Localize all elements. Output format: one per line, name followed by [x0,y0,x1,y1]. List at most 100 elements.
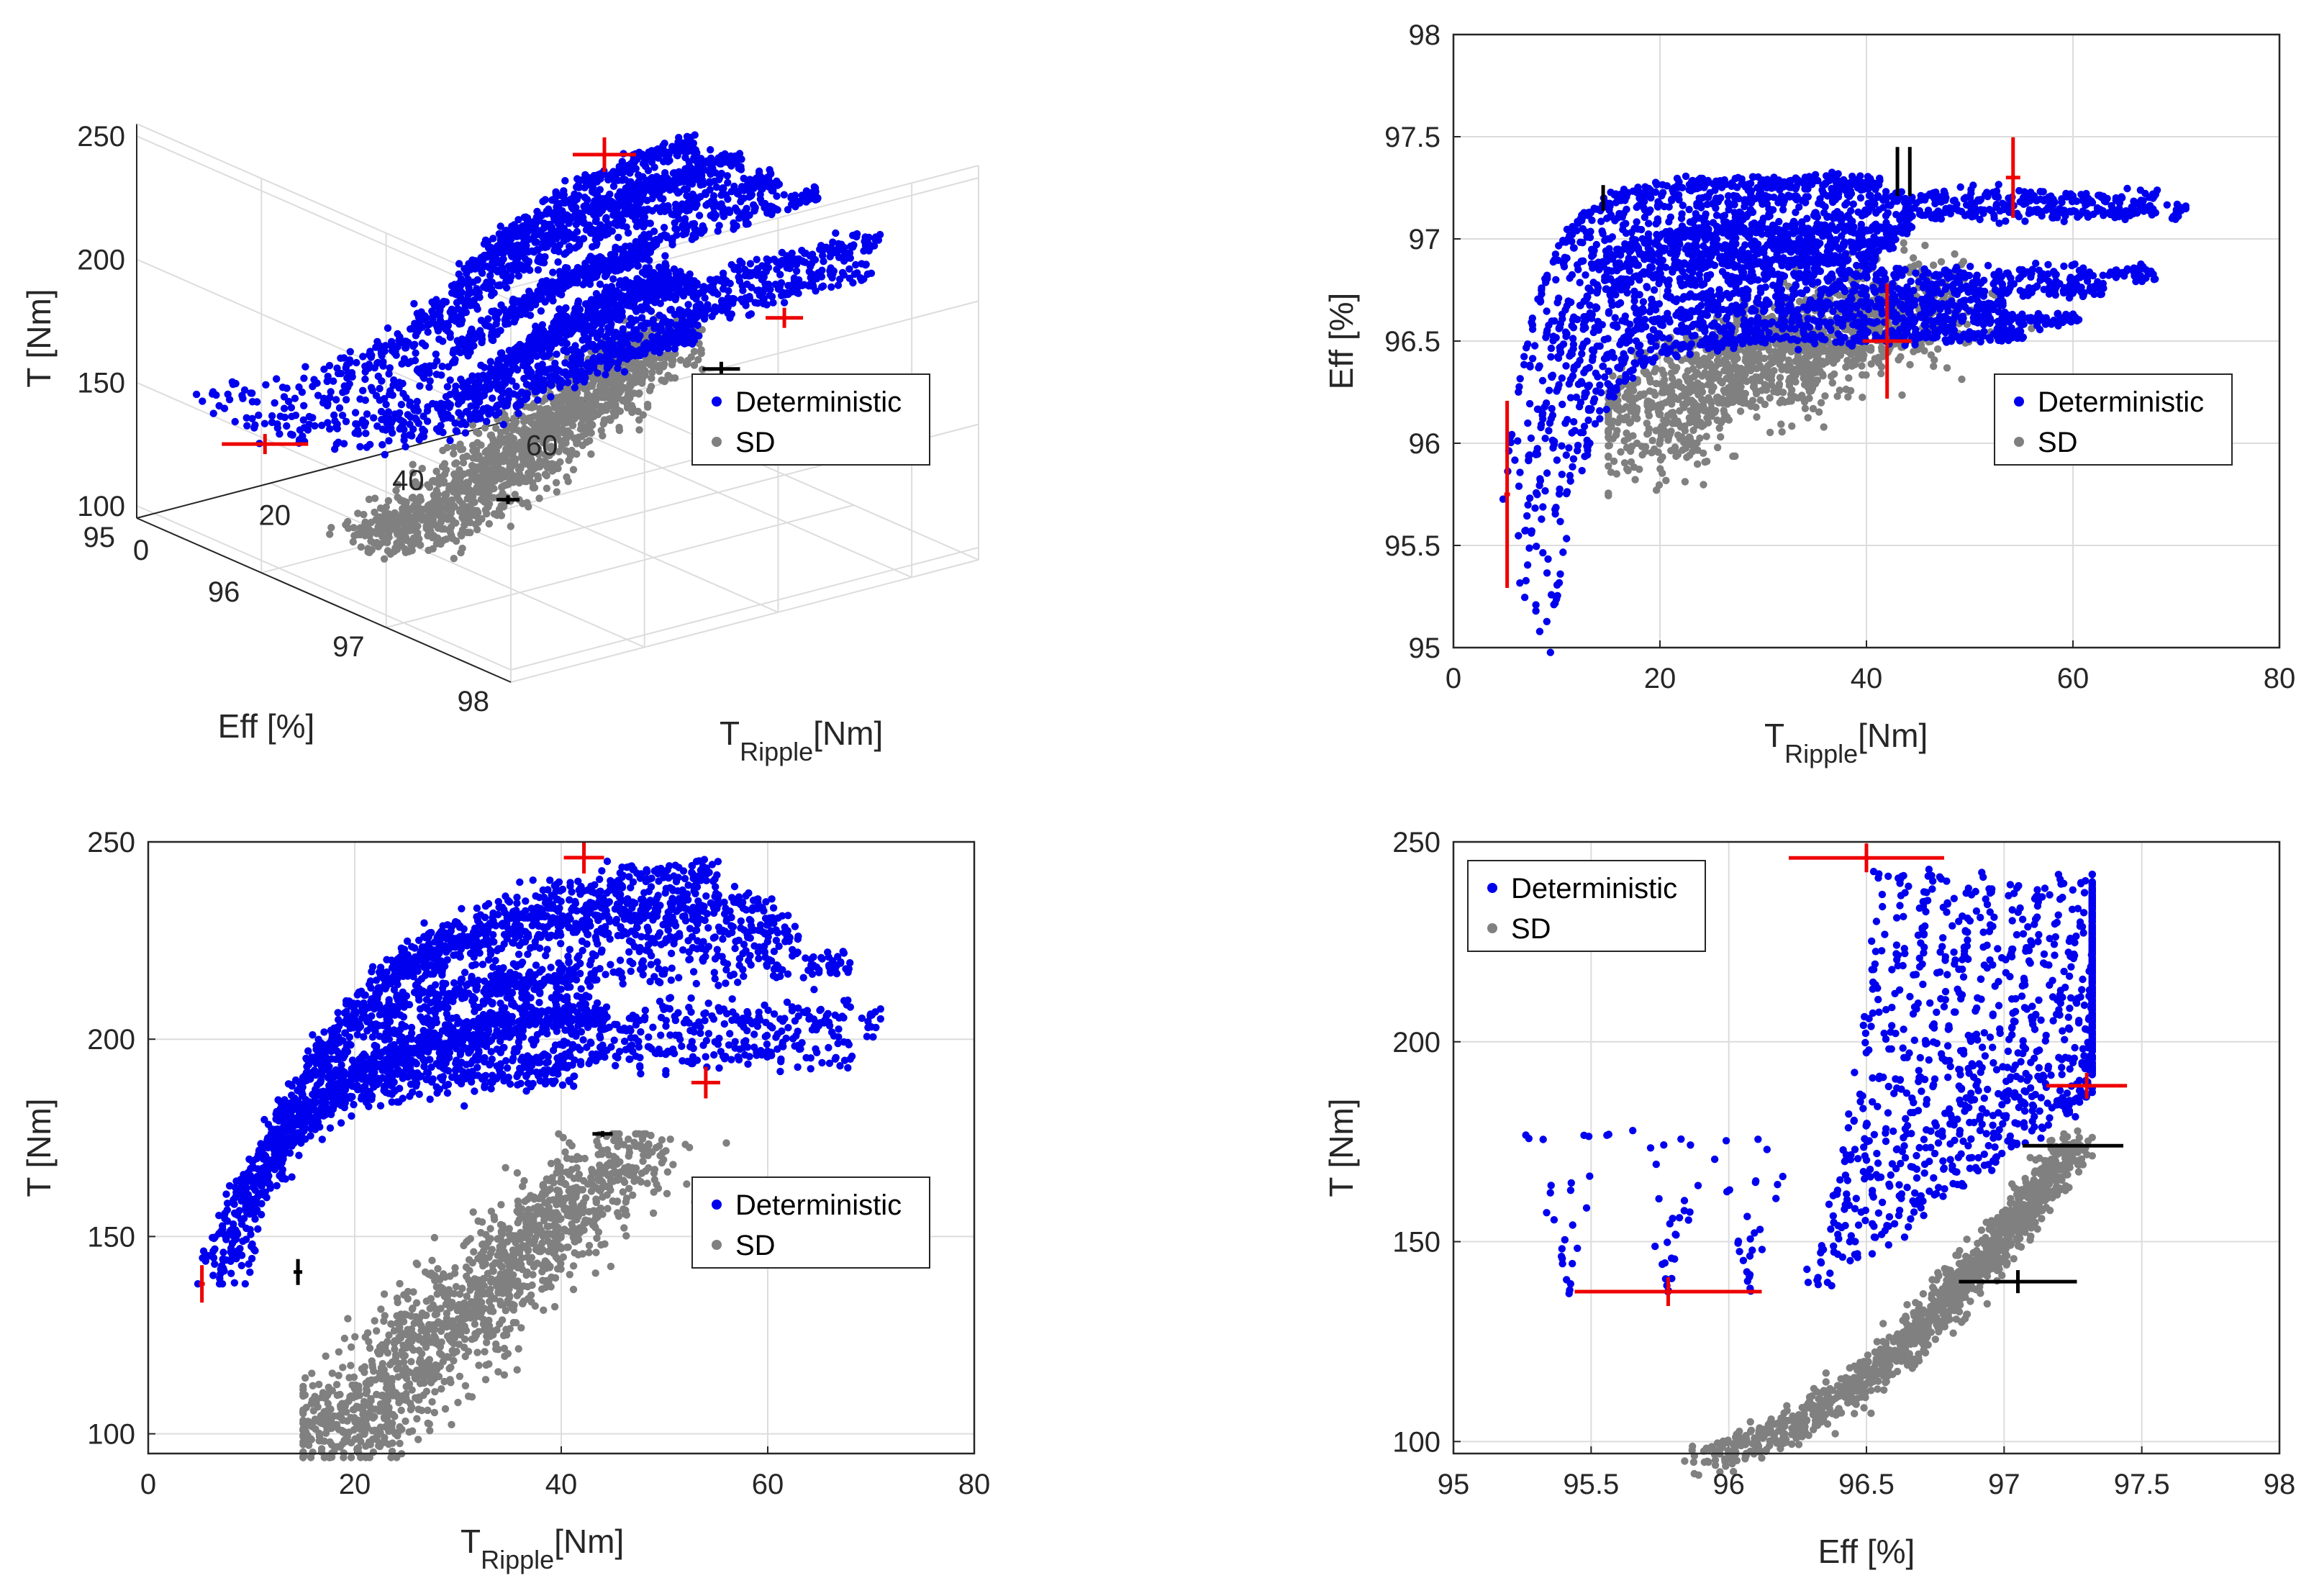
p1-sd-point [445,504,453,512]
p1-sd-point [437,525,446,533]
p1-det-point [324,419,332,427]
p1-det-point [332,423,340,432]
p1-sd-point [563,473,571,481]
p1-det-point [692,314,701,322]
p1-det-point [671,345,679,353]
p1-det-point [439,337,447,345]
p1-sd-point [573,437,581,446]
p1-det-point [466,328,475,336]
p1-det-point [520,244,528,252]
p1-det-point [650,227,658,235]
p1-det-point [576,317,584,326]
p1-legend-det-marker [712,396,722,407]
p1-det-point [514,391,522,399]
p1-det-point [400,436,408,444]
p1-det-point [675,188,684,196]
p1-det-point [410,405,418,413]
p1-det-point [597,320,606,328]
p1-det-point [530,331,538,339]
p1-xtick-label: 20 [258,499,291,531]
p1-det-point [711,288,720,296]
p1-det-point [541,253,549,261]
p1-det-point [609,275,617,283]
p1-det-point [853,269,861,277]
p1-ytick-label: 96 [208,576,240,608]
p1-det-point [635,148,643,156]
p1-det-point [551,339,560,348]
p1-sd-point [553,488,561,496]
p1-det-point [479,263,488,271]
p1-sd-point [537,417,545,425]
p1-det-point [598,207,607,214]
p1-sd-point [429,545,437,553]
p1-det-point [643,207,650,214]
p1-det-point [532,238,541,246]
p1-det-point [300,402,308,409]
p1-sd-point [476,478,485,486]
p1-det-point [553,316,561,325]
p1-det-point [572,204,580,212]
p1-sd-point [511,420,519,428]
p1-sd-point [517,463,525,471]
p1-det-point [812,275,821,283]
p1-det-point [553,280,561,288]
p1-det-point [457,312,465,319]
p1-det-point [549,296,557,305]
p1-sd-point [428,477,437,485]
p1-sd-point [450,479,458,487]
p1-det-point [673,152,681,160]
p1-det-point [582,361,591,370]
p1-det-point [555,241,563,249]
p1-det-point [561,250,568,258]
p1-det-point [865,233,873,242]
p1-det-point [381,450,389,458]
p1-sd-point [418,464,426,473]
p1-det-point [548,381,555,389]
p1-det-point [834,281,843,289]
p1-det-point [416,382,424,390]
p1-det-point [670,265,679,273]
p1-det-point [562,304,570,312]
p1-det-point [543,231,551,240]
p1-det-point [602,371,609,378]
p1-det-point [697,179,704,187]
p1-sd-point [477,466,485,474]
p1-sd-point [407,517,415,525]
p1-det-point [700,283,708,291]
p1-det-point [366,440,374,448]
p1-det-point [251,421,259,429]
p1-legend[interactable]: Deterministic SD [691,373,930,466]
p1-sd-point [586,437,594,445]
p1-sd-point [543,484,551,492]
p1-det-point [750,207,758,215]
p1-sd-point [443,514,450,523]
p1-det-point [683,308,691,316]
p1-det-point [493,316,501,324]
p1-sd-point [378,532,386,541]
p1-sd-point [384,497,393,505]
p1-det-point [671,180,679,188]
p1-det-point [819,282,827,290]
p2-sd-point [1820,423,1828,431]
p1-sd-point [534,474,543,483]
p1-sd-point [548,467,556,475]
p1-det-point [581,344,589,352]
p1-det-point [849,243,857,251]
p1-sd-point [400,525,408,532]
p1-det-point [602,294,610,303]
p1-det-point [385,437,393,445]
p1-det-point [735,214,743,222]
p1-det-point [788,249,796,258]
p1-det-point [650,269,658,278]
p1-det-point [679,139,687,147]
p1-det-point [689,148,697,155]
p1-det-point [561,345,569,354]
p1-det-point [420,374,428,382]
p1-det-point [823,245,831,253]
p1-det-point [580,378,589,386]
p1-det-point [412,349,419,357]
p1-det-point [473,378,482,386]
p1-det-point [472,415,481,423]
p1-sd-point [350,532,358,540]
p1-det-point [561,177,569,185]
